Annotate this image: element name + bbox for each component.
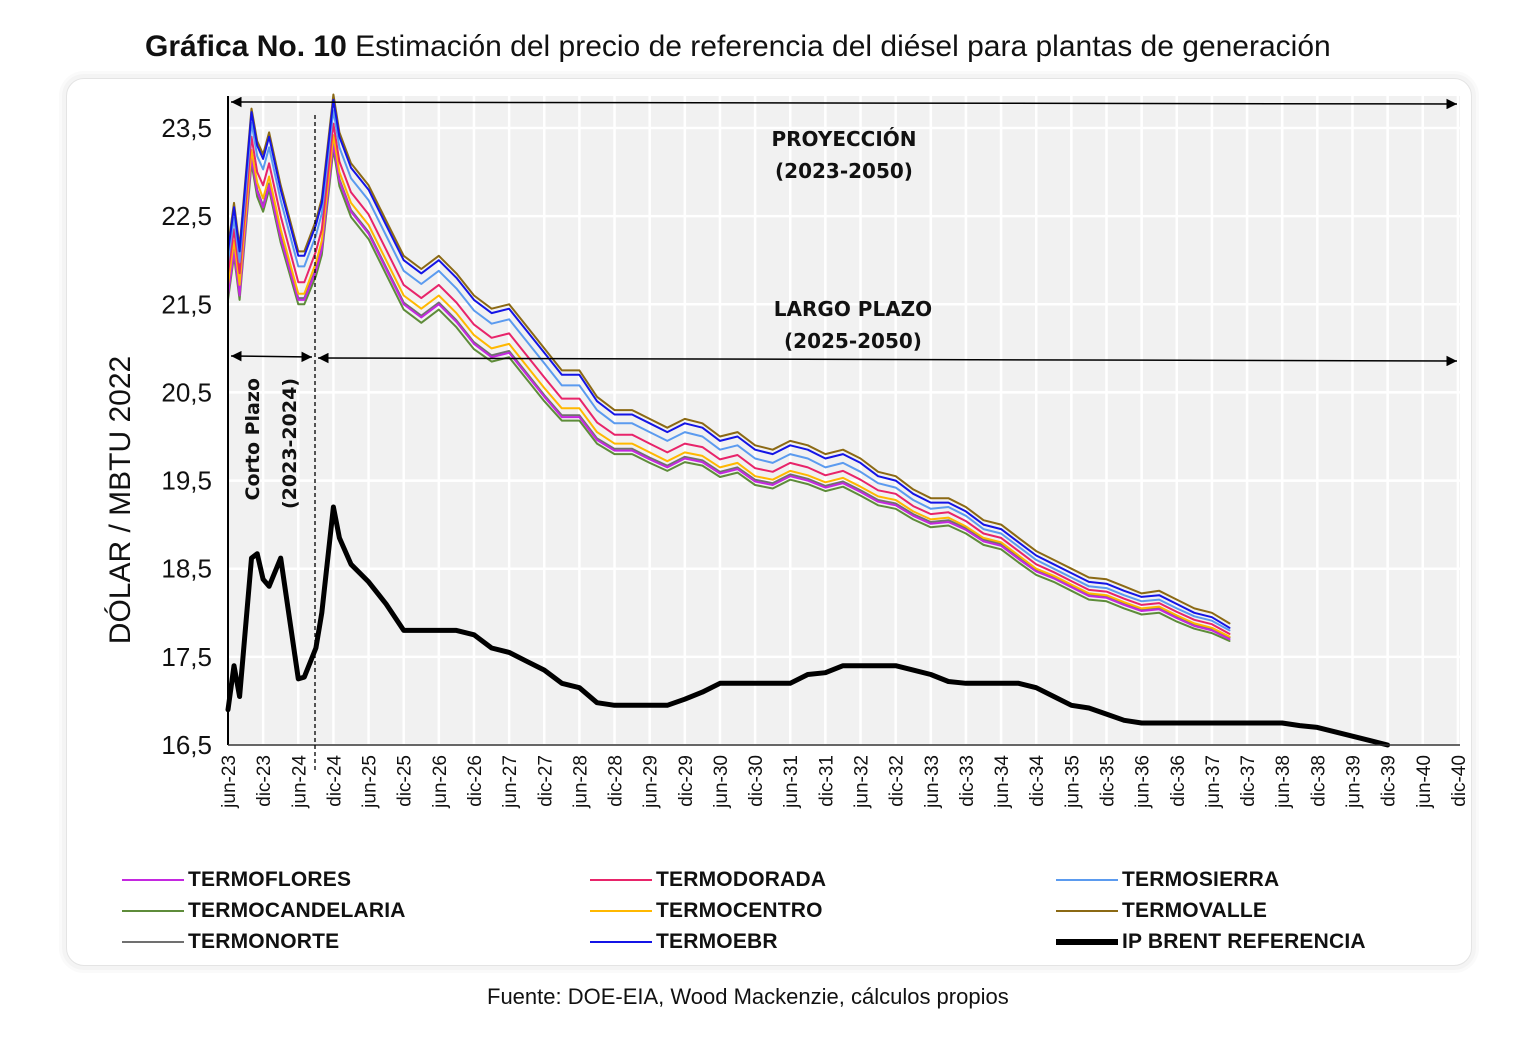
x-tick-label: jun-29 — [641, 755, 662, 809]
y-tick-label: 18,5 — [161, 554, 212, 584]
x-tick-label: jun-35 — [1062, 755, 1083, 809]
x-tick-label: dic-33 — [957, 755, 978, 807]
legend-swatch — [1056, 910, 1118, 912]
legend-swatch — [590, 879, 652, 881]
legend-item: TERMODORADA — [590, 868, 826, 892]
x-tick-label: dic-26 — [465, 755, 486, 807]
x-tick-label: jun-28 — [570, 755, 591, 809]
legend-label: TERMODORADA — [656, 868, 827, 891]
x-tick-label: jun-24 — [289, 755, 310, 809]
legend-item: IP BRENT REFERENCIA — [1056, 930, 1366, 954]
series-termodorada — [227, 122, 1231, 635]
legend-item: TERMOFLORES — [122, 868, 351, 892]
y-tick-label: 22,5 — [161, 201, 212, 231]
x-tick-label: jun-32 — [852, 755, 873, 809]
y-tick-label: 20,5 — [161, 377, 212, 407]
legend-swatch — [1056, 879, 1118, 881]
legend-swatch — [1056, 939, 1118, 945]
legend-label: TERMOVALLE — [1122, 899, 1268, 922]
series-termoebr — [227, 98, 1231, 629]
legend-swatch — [590, 941, 652, 943]
x-tick-label: jun-37 — [1203, 755, 1224, 809]
y-tick-label: 21,5 — [161, 289, 212, 319]
legend-label: TERMOSIERRA — [1122, 868, 1280, 891]
y-tick-label: 16,5 — [161, 730, 212, 760]
largo-plazo-years: (2025-2050) — [784, 329, 922, 353]
y-tick-label: 17,5 — [161, 642, 212, 672]
largo-plazo-label: LARGO PLAZO — [774, 297, 932, 321]
x-tick-labels: jun-23 dic-23 jun-24 dic-24 jun-25 dic-25 jun-… — [219, 755, 1470, 809]
chart-title: Gráfica No. 10 Estimación del precio de … — [145, 30, 1331, 64]
legend-swatch — [122, 910, 184, 912]
x-tick-label: jun-33 — [922, 755, 943, 809]
legend-item: TERMOCANDELARIA — [122, 899, 406, 923]
largo-plazo-arrow — [317, 352, 1458, 367]
series-termocentro — [227, 134, 1231, 638]
x-tick-label: dic-40 — [1449, 755, 1470, 807]
x-tick-label: dic-24 — [324, 755, 345, 807]
corto-plazo-years: (2023-2024) — [279, 378, 301, 509]
y-tick-label: 23,5 — [161, 113, 212, 143]
x-tick-label: jun-36 — [1133, 755, 1154, 809]
source-note: Fuente: DOE-EIA, Wood Mackenzie, cálculo… — [487, 984, 1009, 1009]
corto-plazo-arrow — [230, 350, 313, 363]
y-axis-title: DÓLAR / MBTU 2022 — [104, 356, 137, 644]
x-tick-label: jun-34 — [992, 755, 1013, 809]
x-tick-label: dic-38 — [1308, 755, 1329, 807]
plot-area — [228, 96, 1460, 745]
legend-label: TERMOEBR — [656, 930, 778, 953]
x-tick-label: dic-31 — [816, 755, 837, 807]
x-tick-label: dic-30 — [746, 755, 767, 807]
series-group — [225, 93, 1391, 748]
corto-plazo-label: Corto Plazo — [242, 378, 264, 501]
x-tick-label: dic-34 — [1027, 755, 1048, 807]
x-tick-label: dic-25 — [395, 755, 416, 807]
x-tick-label: dic-36 — [1168, 755, 1189, 807]
x-tick-label: jun-40 — [1414, 755, 1435, 809]
legend-item: TERMONORTE — [122, 930, 339, 954]
x-tick-label: dic-23 — [254, 755, 275, 807]
legend-item: TERMOCENTRO — [590, 899, 823, 923]
x-tick-label: dic-35 — [1098, 755, 1119, 807]
y-tick-label: 19,5 — [161, 466, 212, 496]
legend-item: TERMOSIERRA — [1056, 868, 1279, 892]
proyeccion-arrow — [230, 96, 1458, 110]
series-termovalle — [227, 93, 1231, 625]
series-termoflores — [227, 142, 1231, 641]
x-tick-label: jun-23 — [219, 755, 240, 809]
proyeccion-years: (2023-2050) — [775, 159, 913, 183]
legend-swatch — [590, 910, 652, 912]
x-tick-label: dic-37 — [1238, 755, 1259, 807]
x-tick-label: dic-29 — [676, 755, 697, 807]
x-tick-label: jun-38 — [1273, 755, 1294, 809]
legend-swatch — [122, 941, 184, 943]
x-tick-label: jun-26 — [430, 755, 451, 809]
legend-label: TERMOCANDELARIA — [188, 899, 406, 922]
chart-title-number: Gráfica No. 10 — [145, 30, 347, 63]
legend-item: TERMOVALLE — [1056, 899, 1267, 923]
x-tick-label: jun-31 — [781, 755, 802, 809]
x-tick-label: dic-39 — [1379, 755, 1400, 807]
x-tick-label: dic-27 — [535, 755, 556, 807]
legend-label: IP BRENT REFERENCIA — [1122, 930, 1366, 953]
legend-swatch — [122, 879, 184, 881]
x-tick-label: dic-28 — [606, 755, 627, 807]
y-tick-labels: 16,5 17,5 18,5 19,5 20,5 21,5 22,5 23,5 — [161, 113, 212, 760]
legend-label: TERMOCENTRO — [656, 899, 823, 922]
chart-title-text: Estimación del precio de referencia del … — [346, 30, 1331, 63]
series-termosierra — [227, 109, 1231, 632]
x-tick-label: jun-27 — [500, 755, 521, 809]
legend-label: TERMOFLORES — [188, 868, 352, 891]
x-tick-label: jun-30 — [711, 755, 732, 809]
series-ip-brent-referencia — [225, 504, 1391, 748]
legend-label: TERMONORTE — [188, 930, 340, 953]
proyeccion-label: PROYECCIÓN — [771, 127, 916, 151]
legend-item: TERMOEBR — [590, 930, 778, 954]
x-tick-label: dic-32 — [887, 755, 908, 807]
x-tick-label: jun-25 — [360, 755, 381, 809]
series-termocandelaria — [227, 148, 1231, 642]
x-tick-label: jun-39 — [1343, 755, 1364, 809]
